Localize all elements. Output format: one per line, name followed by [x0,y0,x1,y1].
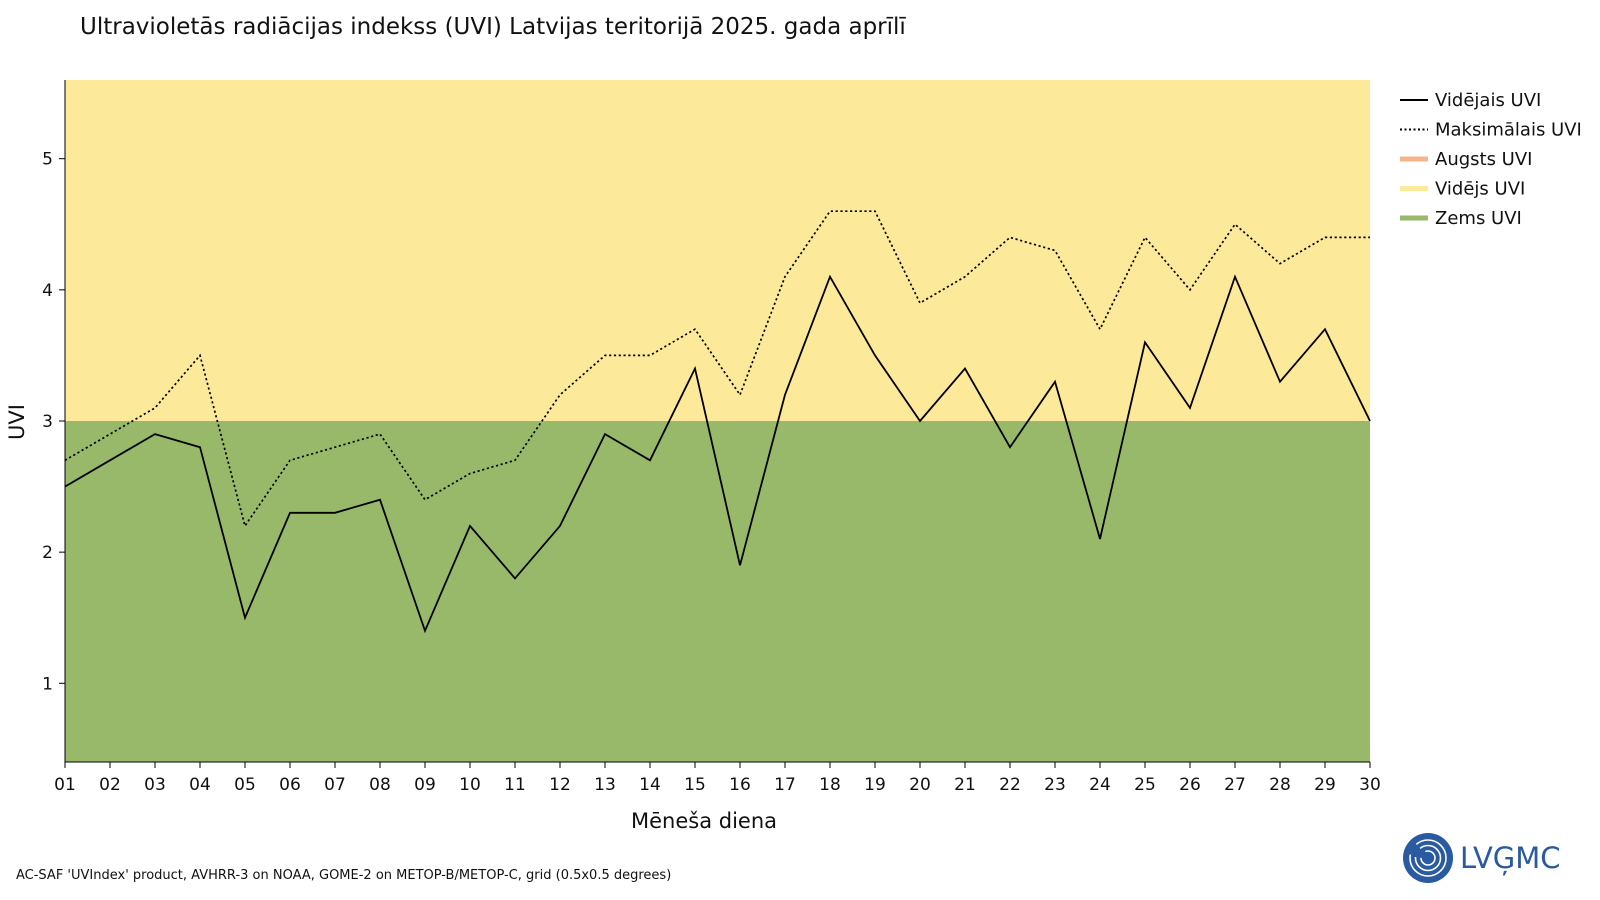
x-tick-label-05: 05 [234,775,256,795]
x-tick-label-20: 20 [909,775,931,795]
series-line-max-uvi [64,210,1370,528]
legend-layer: Vidējais UVI Maksimālais UVI Augsts UVI Vid… [1400,90,1582,229]
x-tick-label-12: 12 [549,775,571,795]
x-tick-label-02: 02 [99,775,121,795]
x-tick-label-18: 18 [819,775,841,795]
x-tick-label-24: 24 [1089,775,1111,795]
x-tick-label-16: 16 [729,775,751,795]
legend-label-augsts-uvi: Augsts UVI [1435,149,1532,170]
band-zems-uvi [65,421,1370,762]
x-tick-label-09: 09 [414,775,436,795]
series-line-mean-uvi [64,274,1371,634]
legend-label-vidējais-uvi: Vidējais UVI [1435,90,1541,111]
x-tick-label-01: 01 [54,775,76,795]
legend-label-zems-uvi: Zems UVI [1435,208,1522,229]
x-tick-label-23: 23 [1044,775,1066,795]
x-tick-label-15: 15 [684,775,706,795]
lvgmc-logo-text: LVĢMC [1460,841,1561,875]
y-tick-label-3: 3 [42,412,53,432]
x-tick-label-30: 30 [1359,775,1381,795]
chart-title: Ultravioletās radiācijas indekss (UVI) L… [80,14,906,40]
y-tick-label-1: 1 [42,674,53,694]
x-tick-label-21: 21 [954,775,976,795]
x-tick-label-22: 22 [999,775,1021,795]
y-tick-label-5: 5 [42,150,53,170]
x-tick-label-10: 10 [459,775,481,795]
x-tick-label-03: 03 [144,775,166,795]
x-axis-title: Mēneša diena [631,809,777,833]
lvgmc-logo: LVĢMC [1402,832,1561,884]
x-tick-label-14: 14 [639,775,661,795]
x-tick-label-26: 26 [1179,775,1201,795]
x-tick-label-06: 06 [279,775,301,795]
x-tick-label-11: 11 [504,775,526,795]
legend-label-maksimālais-uvi: Maksimālais UVI [1435,120,1582,141]
band-vidējs-uvi [65,80,1370,421]
lines-layer [64,210,1371,634]
x-tick-label-08: 08 [369,775,391,795]
y-tick-label-2: 2 [42,543,53,563]
x-tick-label-07: 07 [324,775,346,795]
x-tick-label-17: 17 [774,775,796,795]
lvgmc-logo-icon [1403,833,1453,883]
x-tick-label-29: 29 [1314,775,1336,795]
y-tick-label-4: 4 [42,281,53,301]
data-source-note: AC-SAF 'UVIndex' product, AVHRR-3 on NOA… [16,868,672,883]
x-tick-label-25: 25 [1134,775,1156,795]
x-tick-label-19: 19 [864,775,886,795]
x-tick-label-13: 13 [594,775,616,795]
x-tick-label-04: 04 [189,775,211,795]
x-tick-label-28: 28 [1269,775,1291,795]
x-tick-label-27: 27 [1224,775,1246,795]
legend-label-vidējs-uvi: Vidējs UVI [1435,179,1525,200]
y-axis-title: UVI [5,404,29,440]
bands-layer [65,80,1370,762]
